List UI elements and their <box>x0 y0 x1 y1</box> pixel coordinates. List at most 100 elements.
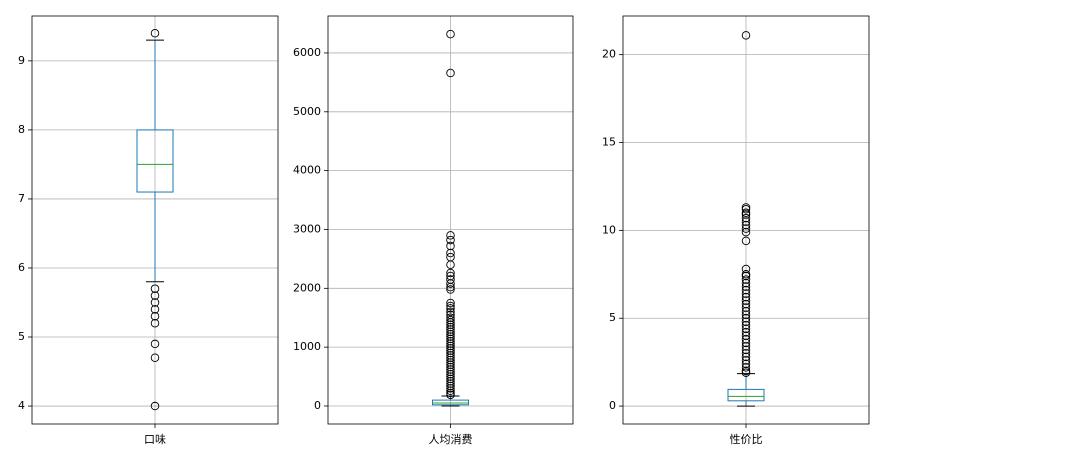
flier <box>741 205 751 214</box>
y-tick-label: 15 <box>602 136 616 149</box>
flier <box>741 220 751 230</box>
box <box>432 399 469 406</box>
flier <box>741 271 751 281</box>
flier <box>446 365 455 374</box>
flier <box>446 322 455 332</box>
x-tick-label: 人均消费 <box>429 432 473 446</box>
x-tick-label: 性价比 <box>730 432 763 446</box>
flier <box>446 332 455 341</box>
flier <box>741 321 751 330</box>
flier <box>741 310 751 319</box>
box <box>136 129 174 193</box>
y-tick-label: 0 <box>609 399 616 412</box>
y-tick-label: 6000 <box>293 46 321 59</box>
flier <box>150 318 160 328</box>
flier <box>741 289 751 298</box>
flier <box>741 331 751 341</box>
flier <box>446 318 455 327</box>
flier <box>446 381 455 391</box>
flier <box>741 264 751 274</box>
x-tick-label: 口味 <box>144 433 166 446</box>
flier <box>446 329 455 339</box>
flier <box>446 231 455 240</box>
flier <box>741 296 751 305</box>
flier <box>150 284 160 293</box>
flier <box>446 334 455 344</box>
flier <box>150 305 160 314</box>
flier <box>446 298 455 308</box>
y-tick-label: 2000 <box>293 281 321 294</box>
flier <box>741 345 751 355</box>
flier <box>741 368 751 377</box>
flier <box>741 227 751 237</box>
flier <box>446 348 455 358</box>
flier <box>446 369 455 379</box>
y-tick-label: 10 <box>602 223 616 236</box>
y-tick-label: 9 <box>18 54 25 67</box>
flier <box>741 275 751 284</box>
flier <box>741 356 751 365</box>
flier <box>150 353 160 362</box>
flier <box>741 328 751 337</box>
y-tick-label: 4000 <box>293 164 321 177</box>
y-tick-label: 0 <box>314 399 321 412</box>
flier <box>150 339 160 349</box>
flier <box>741 213 751 223</box>
flier <box>446 282 455 292</box>
y-tick-label: 5000 <box>293 105 321 118</box>
flier <box>446 367 455 377</box>
flier <box>446 285 455 294</box>
flier <box>446 260 455 270</box>
flier <box>741 292 751 302</box>
flier <box>150 29 160 38</box>
flier <box>446 248 455 258</box>
flier <box>446 327 455 337</box>
flier <box>741 306 751 316</box>
y-tick-label: 5 <box>18 330 25 343</box>
flier <box>741 303 751 312</box>
plot-frame <box>31 15 279 425</box>
flier <box>446 268 455 278</box>
flier <box>446 355 455 365</box>
plot-frame <box>327 15 574 425</box>
flier <box>446 386 455 395</box>
y-tick-label: 8 <box>18 123 25 136</box>
flier <box>446 346 455 355</box>
flier <box>446 351 455 360</box>
flier <box>446 325 455 334</box>
flier <box>150 312 160 321</box>
flier <box>446 337 455 346</box>
flier <box>446 379 455 388</box>
flier <box>741 342 751 351</box>
flier <box>741 282 751 291</box>
flier <box>150 298 160 307</box>
flier <box>741 338 751 348</box>
y-tick-label: 20 <box>602 48 616 61</box>
y-tick-label: 3000 <box>293 222 321 235</box>
flier <box>446 315 455 325</box>
flier <box>446 353 455 362</box>
flier <box>446 279 455 288</box>
flier <box>446 344 455 353</box>
flier <box>741 349 751 358</box>
flier <box>446 384 455 393</box>
flier <box>741 285 751 295</box>
flier <box>446 339 455 348</box>
flier <box>741 352 751 362</box>
flier <box>446 304 455 313</box>
plot-frame <box>622 15 870 425</box>
flier <box>446 68 455 78</box>
flier <box>446 377 455 386</box>
flier <box>446 320 455 330</box>
flier <box>741 236 751 246</box>
flier <box>446 362 455 372</box>
flier <box>741 324 751 334</box>
flier <box>741 31 751 40</box>
y-tick-label: 6 <box>18 261 25 274</box>
box <box>727 388 765 402</box>
y-tick-label: 7 <box>18 192 25 205</box>
flier <box>446 374 455 384</box>
flier <box>446 390 455 400</box>
flier <box>741 224 751 233</box>
